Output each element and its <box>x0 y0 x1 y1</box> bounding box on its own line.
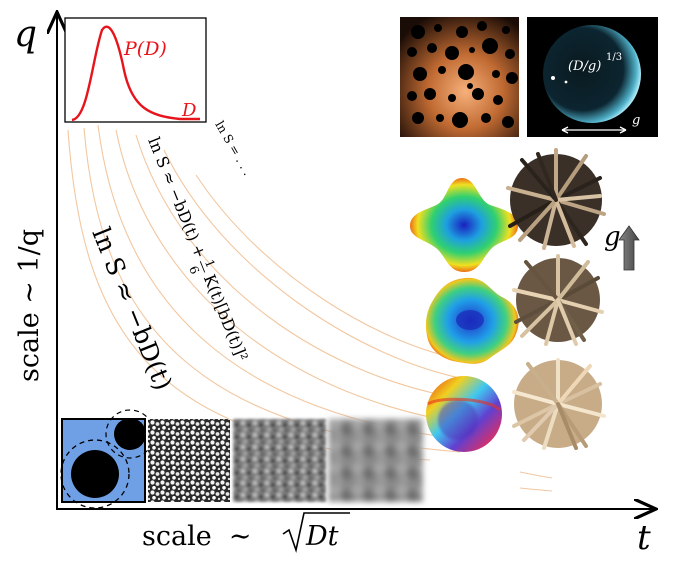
bristle-ball-top <box>506 148 606 250</box>
sphere-formula: (D/g) <box>568 59 601 74</box>
sphere-g-label: g <box>632 113 640 128</box>
decay-curves <box>67 124 553 492</box>
y-scale-label: scale ∼ 1/q <box>14 229 45 382</box>
microstructure-blue-inset <box>60 409 155 509</box>
sqrt-radical-icon <box>282 512 350 553</box>
y-axis-label: q <box>14 14 37 55</box>
second-order-part-a: ln S ≈ −bD(t) + <box>144 134 212 265</box>
distribution-axis-label: D <box>181 100 197 121</box>
distribution-curve <box>71 25 200 122</box>
x-scale-prefix: scale ∼ <box>142 521 260 552</box>
g-arrow-label: g <box>604 222 621 252</box>
shape-blob-top <box>410 178 518 272</box>
inset-frame <box>64 17 207 123</box>
fraction-denominator: 6 <box>186 264 202 276</box>
x-scale-label: scale ∼ Dt <box>142 512 350 553</box>
decay-curve <box>163 149 471 381</box>
distribution-label: P(D) <box>123 38 167 60</box>
higher-order-equation: ln S = . . . <box>212 119 254 178</box>
g-increase-arrow-icon <box>618 225 640 271</box>
decay-curve <box>135 134 471 401</box>
bristle-ball-middle <box>512 254 604 346</box>
sphere <box>543 25 641 123</box>
microstructure-medium <box>233 419 326 502</box>
bristle-ball-bottom <box>512 358 606 450</box>
first-order-equation: ln S ≈ −bD(t) <box>86 223 178 394</box>
fraction-bar <box>199 261 206 273</box>
decay-curve <box>115 129 476 426</box>
sphere-diagram: (D/g) 1/3 g <box>527 17 658 137</box>
decay-curve <box>519 471 553 479</box>
microstructure-fine <box>148 419 230 502</box>
decay-curve <box>195 174 466 361</box>
sphere-exponent: 1/3 <box>606 52 622 63</box>
decay-curve <box>519 487 553 492</box>
distribution-inset: P(D) D <box>64 17 207 123</box>
x-scale-radicand: Dt <box>305 521 339 552</box>
shape-blob-bottom <box>426 376 502 452</box>
microstructure-coarse <box>329 419 423 502</box>
second-order-part-b: K(t)[bD(t)]² <box>200 272 252 364</box>
particle-image <box>400 17 519 137</box>
shape-blob-middle <box>425 277 519 364</box>
x-axis-label: t <box>637 518 651 558</box>
